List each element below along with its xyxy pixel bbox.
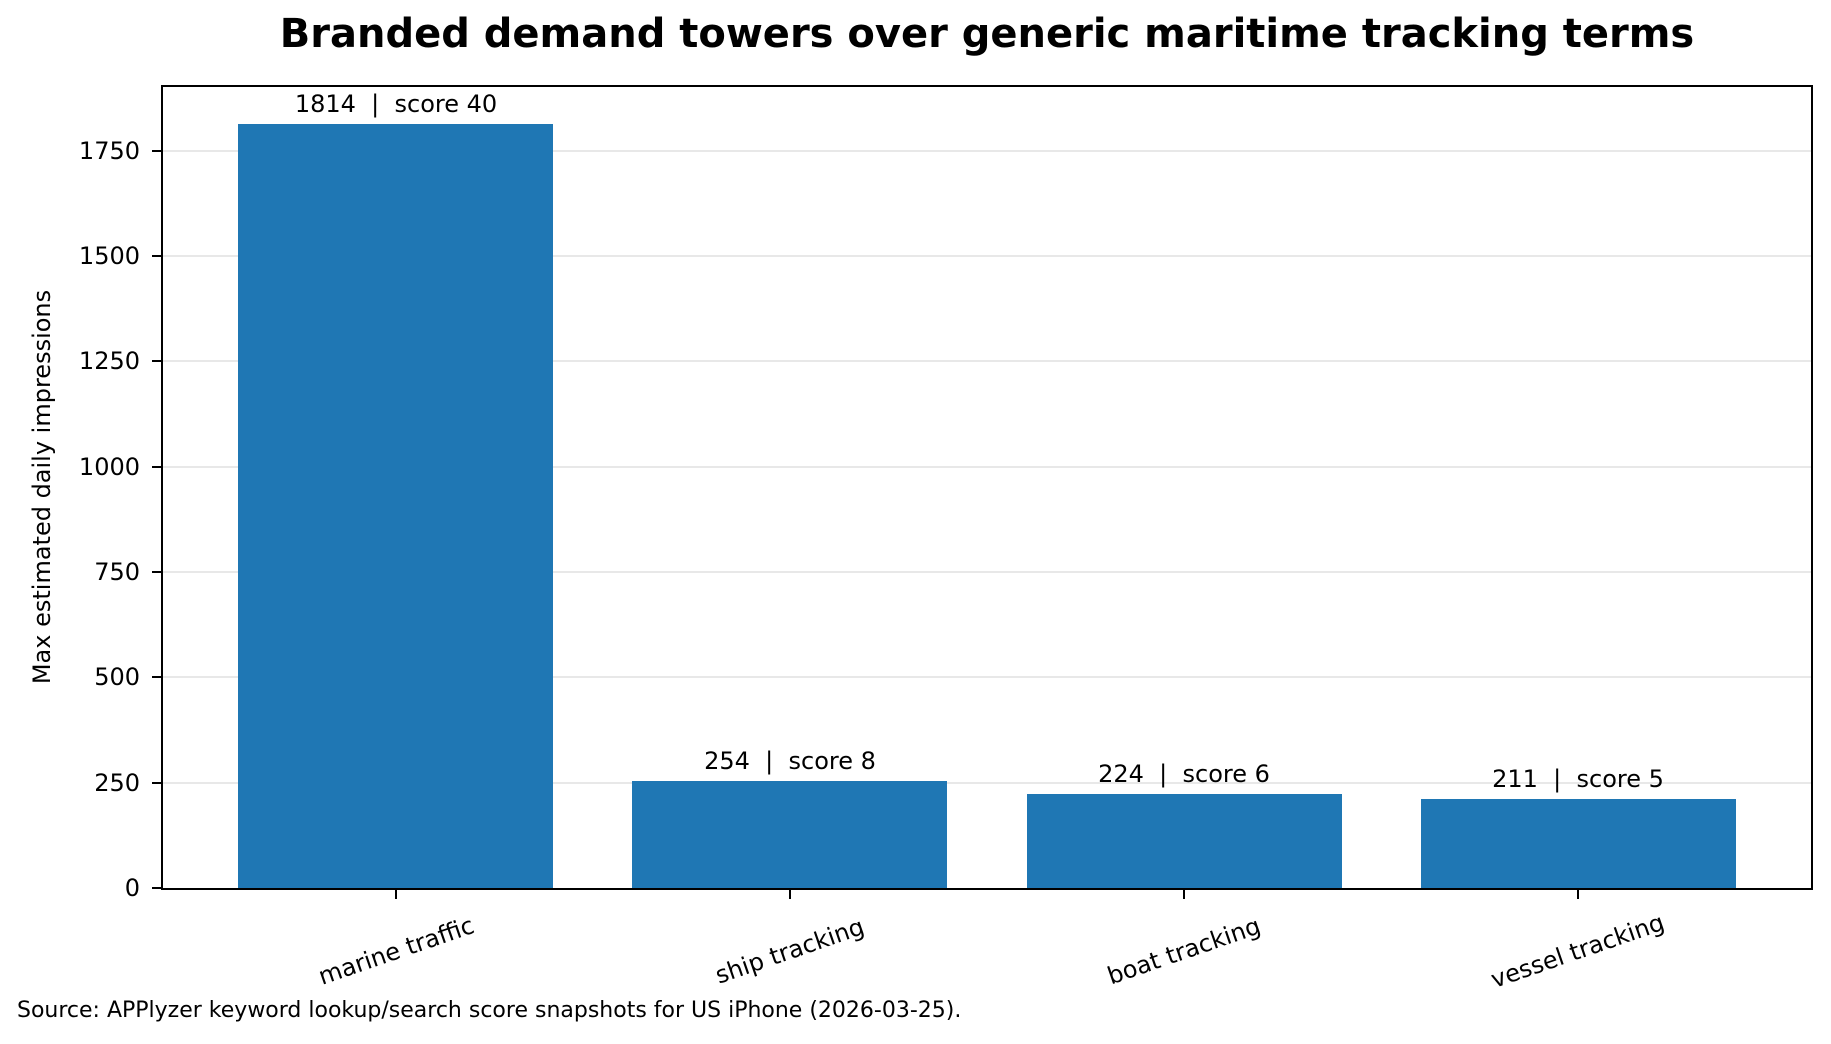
x-tick-label: ship tracking: [590, 903, 990, 998]
x-tick-label: vessel tracking: [1378, 903, 1778, 998]
bar-boat-tracking: [1027, 794, 1342, 888]
bar-value-label: 224 | score 6: [1098, 760, 1270, 788]
x-tick: [395, 890, 397, 899]
gridline: [163, 149, 1811, 152]
gridline: [163, 570, 1811, 573]
plot-area: [161, 85, 1813, 890]
y-tick-label: 0: [124, 874, 140, 902]
bar-value-label: 254 | score 8: [704, 747, 876, 775]
y-tick-label: 1750: [78, 137, 140, 165]
y-tick: [152, 782, 161, 784]
y-tick-label: 250: [94, 769, 140, 797]
x-tick-label-text: marine traffic: [314, 910, 478, 991]
y-tick-label: 1250: [78, 347, 140, 375]
x-tick: [789, 890, 791, 899]
gridline: [163, 360, 1811, 363]
bar-value-label: 1814 | score 40: [294, 90, 498, 118]
x-tick-label-text: vessel tracking: [1487, 907, 1669, 994]
x-tick-label-text: boat tracking: [1103, 911, 1265, 990]
y-tick: [152, 887, 161, 889]
chart-title: Branded demand towers over generic marit…: [279, 11, 1695, 57]
gridline: [163, 781, 1811, 784]
y-tick-label: 750: [94, 558, 140, 586]
gridline: [163, 676, 1811, 679]
y-tick: [152, 571, 161, 573]
bar-vessel-tracking: [1421, 799, 1736, 888]
bar-value-label: 211 | score 5: [1492, 765, 1664, 793]
source-note: Source: APPlyzer keyword lookup/search s…: [17, 998, 962, 1023]
gridline: [163, 254, 1811, 257]
gridline: [163, 465, 1811, 468]
x-tick-label-text: ship tracking: [711, 911, 869, 990]
bar-ship-tracking: [632, 781, 947, 888]
y-tick-label: 1000: [78, 453, 140, 481]
x-tick: [1577, 890, 1579, 899]
y-tick: [152, 255, 161, 257]
y-tick-label: 1500: [78, 242, 140, 270]
x-tick-label: boat tracking: [984, 903, 1384, 998]
y-tick: [152, 360, 161, 362]
y-tick: [152, 466, 161, 468]
x-tick: [1183, 890, 1185, 899]
y-tick-label: 500: [94, 663, 140, 691]
bar-marine-traffic: [238, 124, 553, 888]
x-tick-label: marine traffic: [196, 903, 596, 998]
y-tick: [152, 150, 161, 152]
y-tick: [152, 676, 161, 678]
